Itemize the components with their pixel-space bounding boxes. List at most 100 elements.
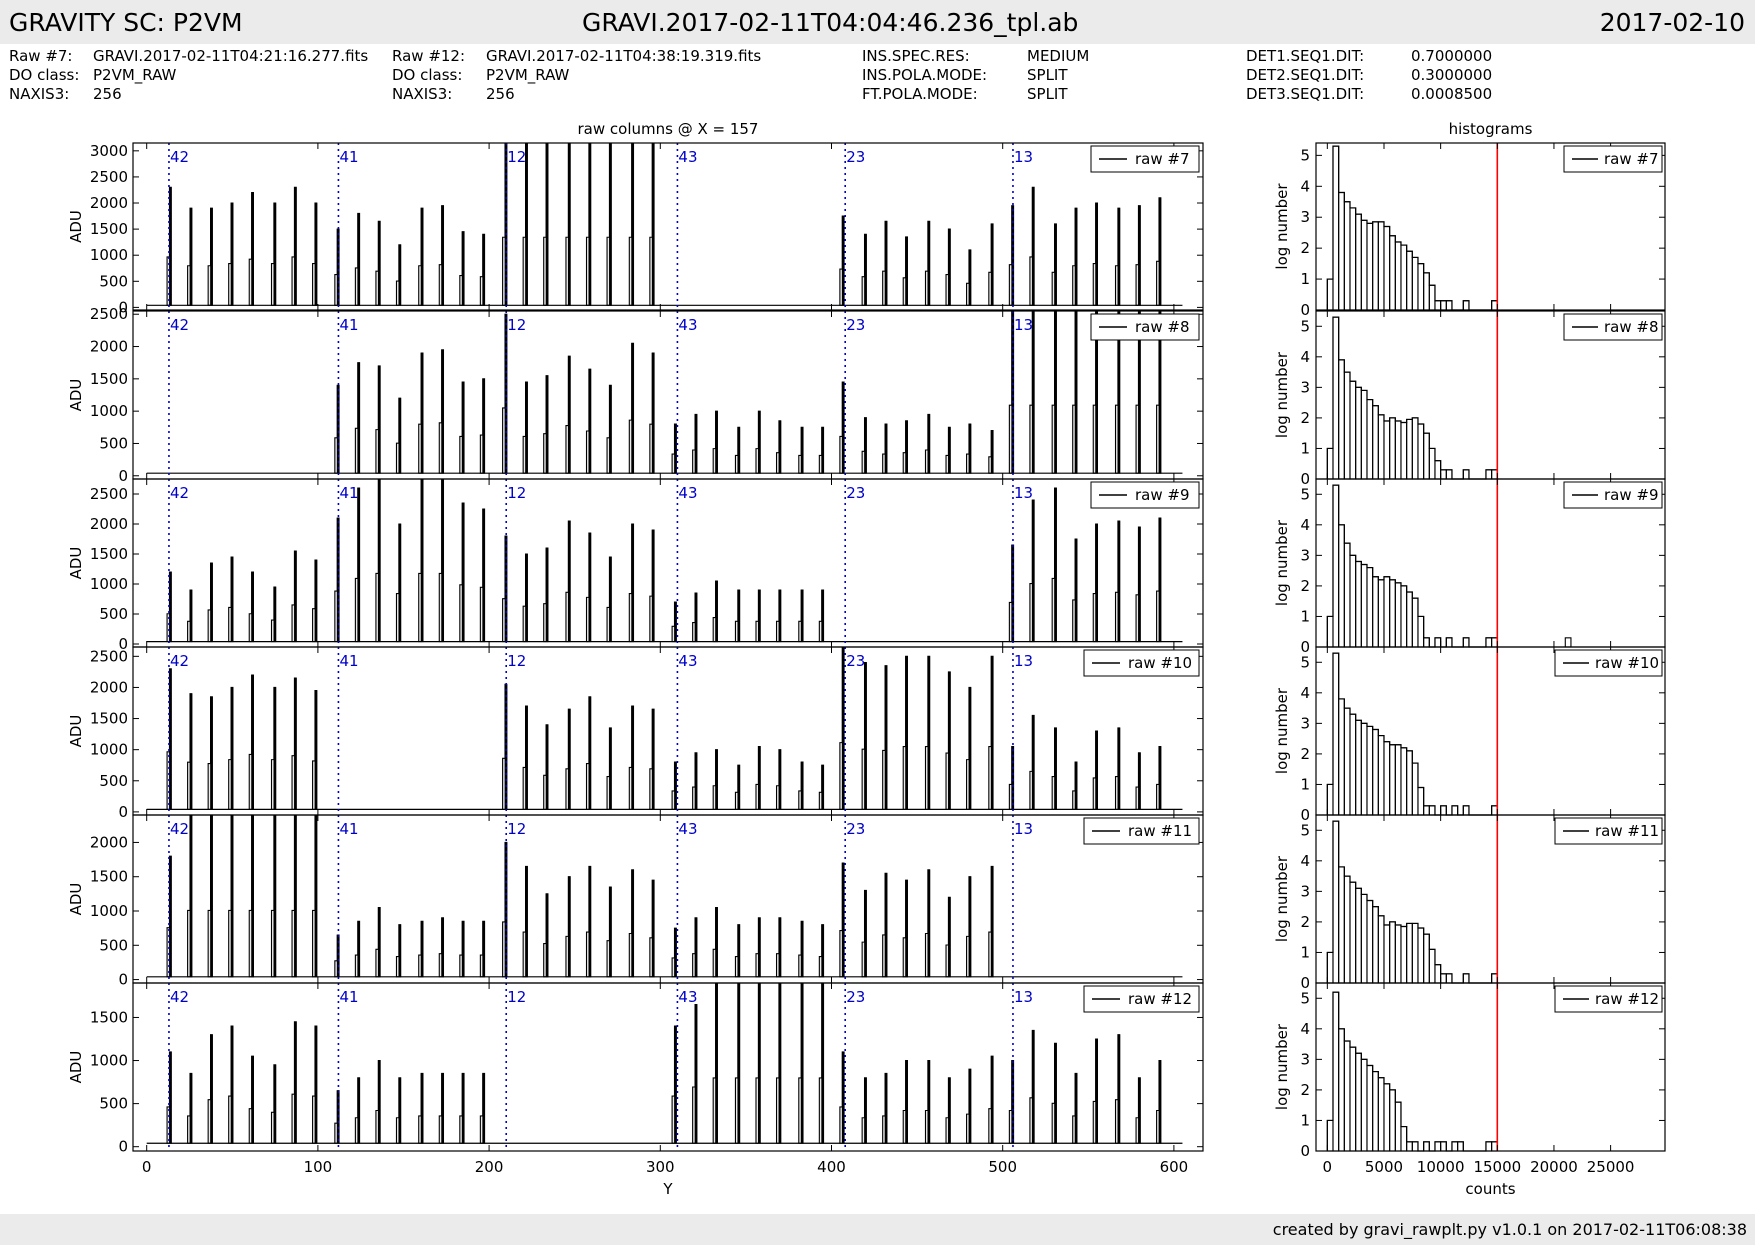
y-tick-label: 1000 <box>90 902 128 920</box>
template-title: GRAVI.2017-02-11T04:04:46.236_tpl.ab <box>582 8 1079 37</box>
info-label: Raw #12: <box>392 47 466 65</box>
marker-label: 13 <box>1014 988 1033 1006</box>
info-value: 256 <box>93 85 122 103</box>
histogram-bin <box>1440 805 1447 816</box>
histogram-bin <box>1389 235 1396 311</box>
histogram-bin <box>1462 300 1470 311</box>
histogram-bin <box>1383 576 1391 648</box>
legend-label: raw #8 <box>1604 318 1659 336</box>
y-tick-label: 2 <box>1300 409 1310 427</box>
histogram-bin <box>1360 219 1368 311</box>
histogram-bin <box>1394 241 1402 311</box>
instrument-title: GRAVITY SC: P2VM <box>9 8 243 37</box>
histogram-bin <box>1355 560 1362 648</box>
legend-label: raw #10 <box>1595 654 1659 672</box>
y-tick-label: 2 <box>1300 239 1310 257</box>
marker-label: 13 <box>1014 820 1033 838</box>
y-tick-label: 4 <box>1300 348 1310 366</box>
info-label: DO class: <box>392 66 463 84</box>
histogram-bin <box>1383 924 1391 984</box>
histogram-bin <box>1445 637 1453 648</box>
x-tick-label: 15000 <box>1473 1158 1521 1176</box>
y-tick-label: 500 <box>99 772 128 790</box>
histogram-bin <box>1411 417 1419 480</box>
y-tick-label: 2 <box>1300 913 1310 931</box>
marker-label: 42 <box>170 652 189 670</box>
x-tick-label: 500 <box>988 1158 1017 1176</box>
histogram-bin <box>1451 805 1459 816</box>
histogram-bin <box>1428 948 1436 984</box>
histogram-bin <box>1462 469 1470 480</box>
marker-label: 41 <box>339 652 358 670</box>
histogram-bin <box>1383 741 1391 816</box>
y-tick-label: 500 <box>99 605 128 623</box>
y-tick-label: 2500 <box>90 305 128 323</box>
histogram-bin <box>1338 698 1345 816</box>
histogram-bin <box>1338 524 1345 648</box>
histogram-bin <box>1411 256 1419 311</box>
y-axis-label: log number <box>1273 687 1291 774</box>
y-tick-label: 1000 <box>90 246 128 264</box>
y-tick-label: 1000 <box>90 1052 128 1070</box>
y-tick-label: 0 <box>1300 1142 1310 1160</box>
y-axis-label: log number <box>1273 183 1291 270</box>
info-value: 0.7000000 <box>1411 47 1493 65</box>
y-tick-label: 1500 <box>90 545 128 563</box>
y-tick-label: 1 <box>1300 1111 1310 1129</box>
marker-label: 13 <box>1014 316 1033 334</box>
histogram-bin <box>1343 542 1351 648</box>
y-tick-label: 1500 <box>90 710 128 728</box>
histogram-bin <box>1417 423 1425 480</box>
y-tick-label: 3 <box>1300 882 1310 900</box>
y-axis-label: ADU <box>67 210 85 243</box>
y-tick-label: 1000 <box>90 575 128 593</box>
title-bar: GRAVITY SC: P2VM GRAVI.2017-02-11T04:04:… <box>0 0 1755 44</box>
info-label: INS.POLA.MODE: <box>862 66 988 84</box>
y-tick-label: 1 <box>1300 775 1310 793</box>
info-value: 0.3000000 <box>1411 66 1493 84</box>
marker-label: 42 <box>170 148 189 166</box>
info-value: GRAVI.2017-02-11T04:38:19.319.fits <box>486 47 762 65</box>
marker-label: 23 <box>846 820 865 838</box>
y-tick-label: 2500 <box>90 647 128 665</box>
histogram-bin <box>1411 762 1419 816</box>
marker-label: 43 <box>678 988 697 1006</box>
y-tick-label: 3000 <box>90 142 128 160</box>
info-label: DET3.SEQ1.DIT: <box>1246 85 1365 103</box>
histogram-bin <box>1394 1101 1402 1152</box>
info-label: NAXIS3: <box>392 85 453 103</box>
legend-label: raw #12 <box>1128 990 1192 1008</box>
y-tick-label: 5 <box>1300 485 1310 503</box>
y-tick-label: 0 <box>1300 974 1310 992</box>
histogram-bin <box>1394 924 1402 984</box>
y-axis-label: ADU <box>67 379 85 412</box>
y-tick-label: 3 <box>1300 546 1310 564</box>
histogram-bin <box>1377 915 1385 984</box>
histogram-bin <box>1389 921 1396 984</box>
histogram-bin <box>1372 1071 1379 1152</box>
histogram-bin <box>1417 263 1425 311</box>
histogram-bin <box>1411 597 1419 648</box>
marker-label: 41 <box>339 820 358 838</box>
histogram-bin <box>1355 213 1362 311</box>
histogram-bin <box>1332 991 1340 1152</box>
y-tick-label: 1 <box>1300 270 1310 288</box>
histogram-bin <box>1343 707 1351 816</box>
x-tick-label: 600 <box>1160 1158 1189 1176</box>
y-axis-label: log number <box>1273 855 1291 942</box>
histogram-bin <box>1349 380 1357 480</box>
histogram-bin <box>1332 484 1340 648</box>
histogram-bin <box>1428 284 1436 311</box>
histogram-bin <box>1400 244 1408 311</box>
histogram-bin <box>1423 432 1430 480</box>
y-tick-label: 3 <box>1300 714 1310 732</box>
histogram-bin <box>1377 221 1385 311</box>
histogram-bin <box>1383 225 1391 311</box>
histogram-bin <box>1491 1141 1498 1152</box>
histogram-bin <box>1423 637 1430 648</box>
histogram-bin <box>1372 906 1379 984</box>
histogram-bin <box>1411 922 1419 984</box>
y-tick-label: 5 <box>1300 317 1310 335</box>
marker-label: 41 <box>339 148 358 166</box>
info-value: GRAVI.2017-02-11T04:21:16.277.fits <box>93 47 369 65</box>
